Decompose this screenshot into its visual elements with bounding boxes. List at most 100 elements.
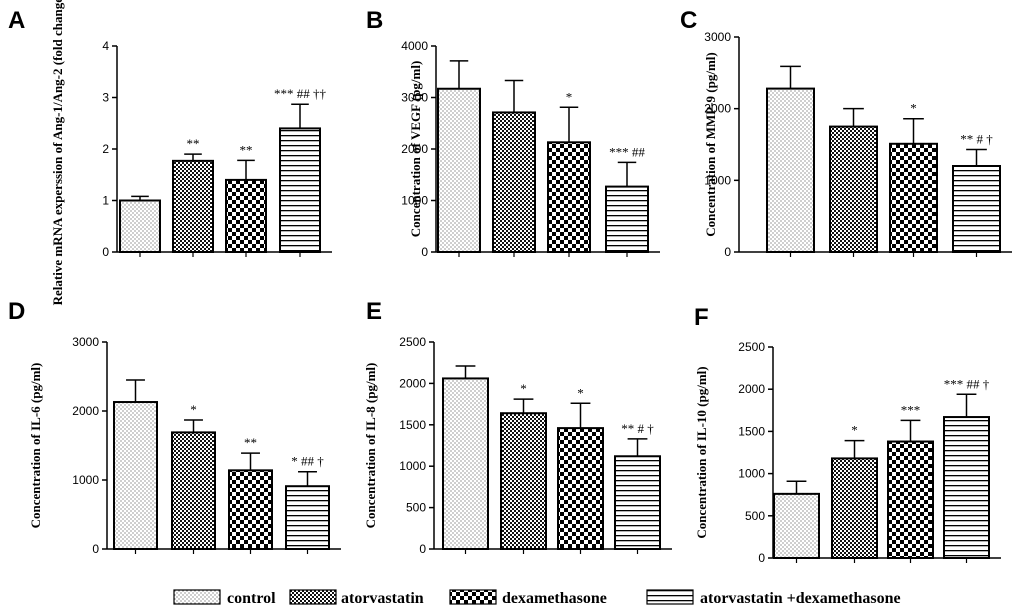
panel-letter-c: C	[680, 7, 697, 34]
bar-a-dexamethasone	[225, 178, 267, 253]
legend-item-control: control	[173, 589, 276, 607]
legend-label-combination: atorvastatin +dexamethasone	[700, 590, 901, 607]
panel-c: C 0 1000 2000 3000 Concentration of MMP-9 (pg…	[680, 7, 1012, 259]
y-axis-label-f: Concentration of IL-10 (pg/ml)	[694, 366, 709, 538]
significance-e-atorvastatin: *	[520, 381, 527, 396]
bar-d-dexamethasone	[228, 469, 273, 550]
panel-letter-e: E	[366, 298, 382, 325]
y-tick-label-a-1: 1	[102, 194, 109, 208]
significance-f-combination: *** ## †	[944, 376, 990, 391]
significance-b-combination: *** ##	[609, 144, 645, 159]
legend-swatch-control	[173, 589, 221, 605]
bar-a-atorvastatin	[172, 159, 214, 253]
panel-letter-f: F	[694, 304, 709, 331]
y-tick-label-b-4: 4000	[401, 39, 428, 53]
y-tick-label-a-4: 4	[102, 39, 109, 53]
bar-a-combination	[279, 127, 321, 253]
legend-item-combination: atorvastatin +dexamethasone	[646, 589, 901, 607]
bar-e-dexamethasone	[557, 427, 604, 550]
y-tick-label-e-1: 500	[406, 501, 426, 515]
bar-b-control	[437, 87, 481, 254]
legend-label-atorvastatin: atorvastatin	[341, 590, 424, 607]
bar-d-atorvastatin	[171, 431, 216, 551]
panel-b: B 0 1000 2000 3000 4000 Concentration of VEGF …	[366, 7, 660, 259]
significance-e-dexamethasone: *	[577, 385, 584, 400]
bar-c-atorvastatin	[829, 125, 878, 253]
significance-a-combination: *** ## ††	[274, 86, 327, 101]
y-tick-label-a-2: 2	[102, 142, 109, 156]
legend-label-control: control	[227, 590, 276, 607]
y-tick-label-f-0: 0	[758, 551, 765, 565]
y-tick-label-c-2: 2000	[704, 102, 731, 116]
y-tick-label-c-0: 0	[724, 245, 731, 259]
panel-e: E 0 500 1000 1500 2000 2500 Concentration of IL…	[363, 298, 672, 556]
significance-d-dexamethasone: **	[244, 435, 257, 450]
panel-letter-b: B	[366, 7, 383, 34]
legend-item-atorvastatin: atorvastatin	[289, 589, 424, 607]
bar-b-atorvastatin	[492, 111, 536, 253]
bar-b-dexamethasone	[547, 141, 591, 253]
significance-c-dexamethasone: *	[910, 101, 917, 116]
bar-c-combination	[952, 165, 1001, 253]
y-axis-label-a: Relative mRNA experssion of Ang-1/Ang-2 …	[50, 0, 65, 305]
bar-e-combination	[614, 455, 661, 551]
significance-f-dexamethasone: ***	[901, 402, 921, 417]
bar-f-atorvastatin	[831, 457, 878, 559]
legend-item-dexamethasone: dexamethasone	[449, 589, 607, 607]
y-tick-label-a-3: 3	[102, 91, 109, 105]
significance-c-combination: ** # †	[960, 132, 993, 147]
y-axis-label-c: Concentration of MMP-9 (pg/ml)	[703, 52, 718, 237]
significance-d-atorvastatin: *	[190, 402, 197, 417]
significance-d-combination: * ## †	[291, 454, 324, 469]
panel-d: D 0 1000 2000 3000 Concentration of IL-6 (pg/…	[8, 298, 341, 556]
bar-d-combination	[285, 485, 330, 550]
y-tick-label-b-0: 0	[421, 245, 428, 259]
bar-f-control	[773, 492, 820, 559]
legend-swatch-combination	[646, 589, 694, 605]
y-tick-label-e-3: 1500	[399, 418, 426, 432]
y-tick-label-f-1: 500	[745, 509, 765, 523]
bar-e-atorvastatin	[500, 412, 547, 551]
y-axis-label-d: Concentration of IL-6 (pg/ml)	[28, 363, 43, 529]
panel-letter-a: A	[8, 7, 25, 34]
panel-f: F 0 500 1000 1500 2000 2500 Concentration of IL…	[694, 304, 1001, 565]
significance-e-combination: ** # †	[621, 421, 654, 436]
bar-a-control	[119, 199, 161, 253]
legend-label-dexamethasone: dexamethasone	[502, 590, 607, 607]
y-tick-label-f-4: 2000	[738, 382, 765, 396]
bar-c-dexamethasone	[889, 142, 938, 254]
y-tick-label-b-3: 3000	[401, 91, 428, 105]
y-tick-label-d-0: 0	[92, 542, 99, 556]
y-tick-label-c-1: 1000	[704, 173, 731, 187]
bar-f-combination	[943, 416, 990, 559]
y-tick-label-c-3: 3000	[704, 30, 731, 44]
significance-a-atorvastatin: **	[187, 136, 200, 151]
y-tick-label-e-2: 1000	[399, 459, 426, 473]
significance-a-dexamethasone: **	[240, 142, 253, 157]
legend-swatch-dexamethasone	[449, 589, 497, 605]
y-tick-label-d-1: 1000	[72, 473, 99, 487]
y-tick-label-b-1: 1000	[401, 194, 428, 208]
bar-d-control	[113, 401, 158, 550]
legend-swatch-atorvastatin	[289, 589, 337, 605]
y-tick-label-d-2: 2000	[72, 404, 99, 418]
y-axis-label-b: Concentration of VEGF (pg/ml)	[408, 61, 423, 238]
bar-c-control	[766, 87, 815, 253]
significance-b-dexamethasone: *	[566, 89, 573, 104]
bar-b-combination	[605, 185, 649, 253]
bar-f-dexamethasone	[887, 440, 934, 560]
y-tick-label-e-4: 2000	[399, 376, 426, 390]
legend: control atorvastatin dexamethasone atorv…	[173, 589, 901, 607]
y-axis-label-e: Concentration of IL-8 (pg/ml)	[363, 363, 378, 529]
y-tick-label-f-3: 1500	[738, 424, 765, 438]
y-tick-label-b-2: 2000	[401, 142, 428, 156]
y-tick-label-f-2: 1000	[738, 467, 765, 481]
y-tick-label-e-0: 0	[419, 542, 426, 556]
panel-a: A 0 1 2 3 4 Relative mRNA experssion of Ang-1/…	[8, 0, 332, 305]
y-tick-label-a-0: 0	[102, 245, 109, 259]
y-tick-label-d-3: 3000	[72, 335, 99, 349]
y-tick-label-f-5: 2500	[738, 340, 765, 354]
y-tick-label-e-5: 2500	[399, 335, 426, 349]
bar-e-control	[442, 377, 489, 550]
